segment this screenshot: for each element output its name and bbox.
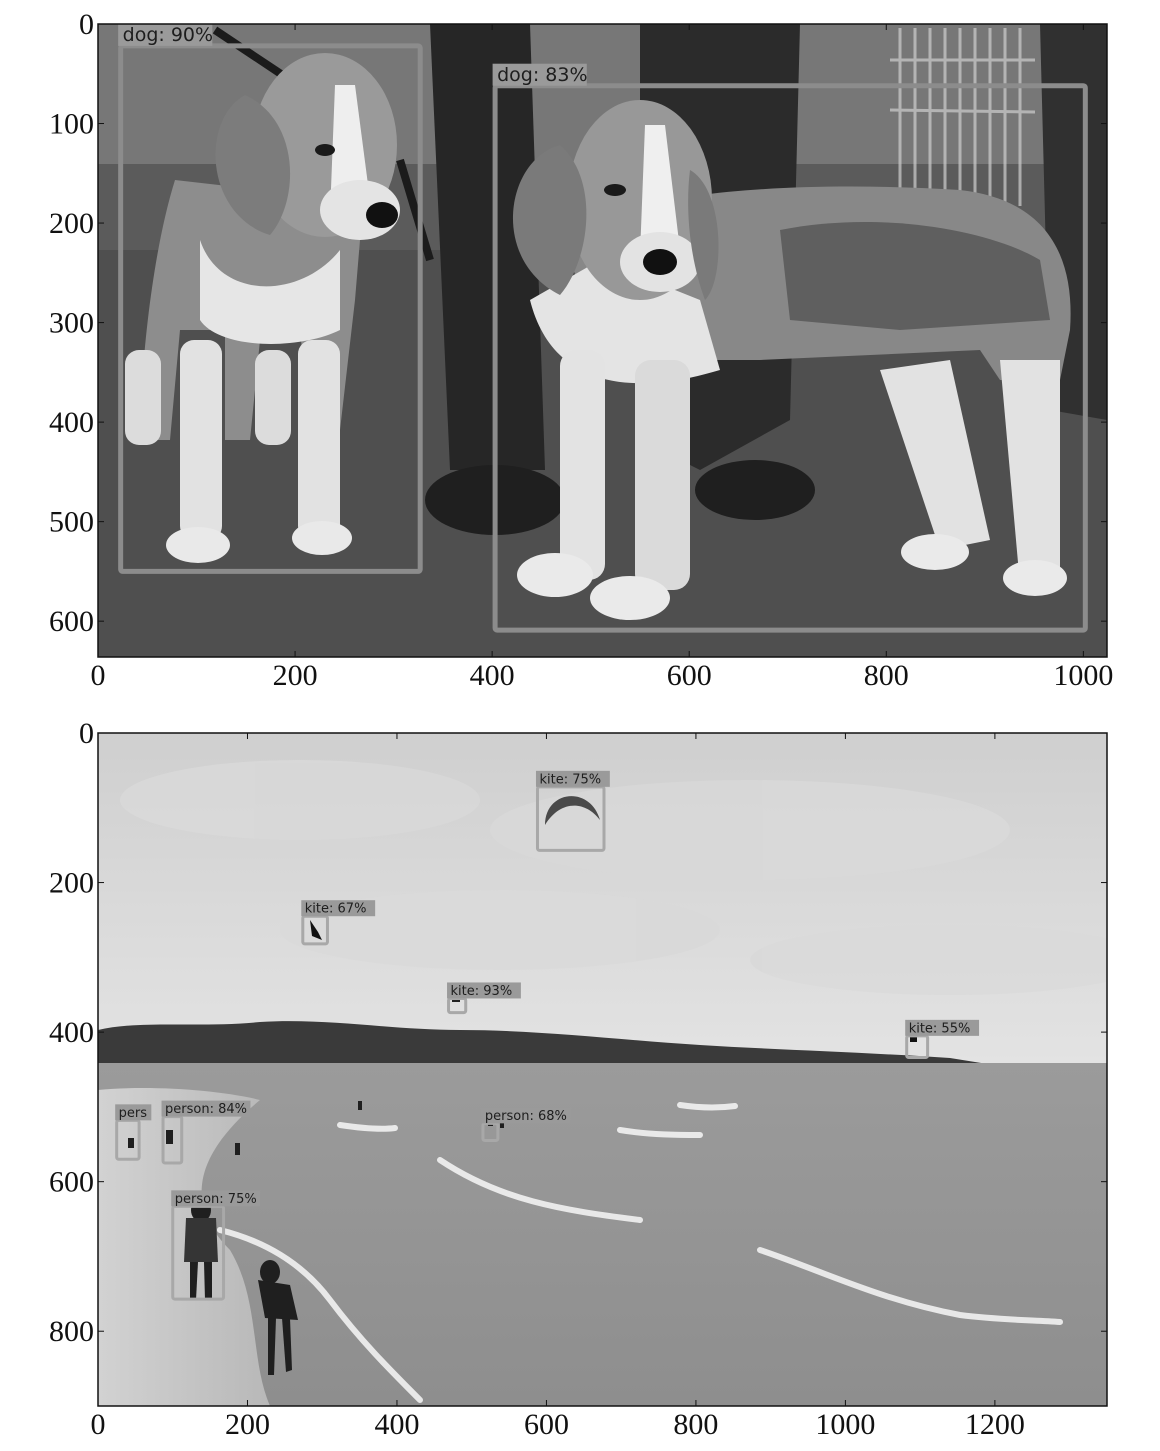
- detection-label: person: 68%: [485, 1109, 567, 1124]
- detection-label-bg: [905, 1019, 980, 1036]
- waves: [217, 1102, 1063, 1403]
- shoe-right: [695, 460, 815, 520]
- x-tick-label: 600: [667, 659, 712, 692]
- person-figures: [128, 1101, 504, 1375]
- y-tick-label: 400: [49, 406, 94, 439]
- beach-detections: kite: 75% kite: 67% kite: 93% kite: 55% pers…: [115, 770, 980, 1301]
- x-tick-label: 0: [91, 659, 106, 692]
- beagle-right: [512, 100, 1071, 620]
- wire-fence: [889, 28, 1036, 206]
- detection-label-bg: [447, 982, 521, 999]
- y-tick-label: 0: [79, 717, 94, 750]
- person-legs: [430, 24, 545, 470]
- y-tick-label: 500: [49, 506, 94, 539]
- detection-label: person: 75%: [175, 1192, 257, 1207]
- detection-label: dog: 90%: [123, 24, 213, 46]
- detection-label: person: 84%: [165, 1102, 247, 1117]
- detection-label: pers: [119, 1106, 148, 1121]
- detection-box-dog: [118, 43, 423, 574]
- axes-frame-dogs: [97, 23, 1108, 658]
- detection-label: dog: 83%: [497, 64, 587, 86]
- y-tick-label: 400: [49, 1016, 94, 1049]
- x-tick-label: 0: [91, 1408, 106, 1441]
- detection-label-bg: [115, 1104, 152, 1121]
- y-tick-label: 800: [49, 1315, 94, 1348]
- y-tick-label: 200: [49, 867, 94, 900]
- sea: [98, 1063, 1107, 1406]
- y-tick-label: 100: [49, 108, 94, 141]
- x-tick-label: 400: [374, 1408, 419, 1441]
- detection-label: kite: 75%: [539, 772, 601, 787]
- beagle-left: [125, 53, 400, 563]
- x-tick-label: 200: [225, 1408, 270, 1441]
- beach-photo-panel: [98, 733, 1107, 1406]
- dog-photo-panel: [98, 24, 1107, 657]
- axes-frame-beach: [97, 732, 1108, 1407]
- y-tick-label: 600: [49, 1166, 94, 1199]
- detection-label: kite: 93%: [451, 984, 513, 999]
- y-tick-label: 200: [49, 207, 94, 240]
- x-tick-label: 200: [273, 659, 318, 692]
- beach-sand: [98, 1088, 270, 1406]
- detection-label-bg: [492, 63, 587, 86]
- detection-label-bg: [118, 23, 213, 46]
- axis-ticks-dogs: 0 200 400 600 800 1000 0 100 200 300 400 500 600: [49, 8, 1113, 692]
- detection-label-bg: [161, 1100, 251, 1117]
- x-tick-label: 600: [524, 1408, 569, 1441]
- detection-label: kite: 67%: [305, 902, 367, 917]
- detection-box-dog: [492, 83, 1088, 633]
- detection-label: kite: 55%: [909, 1021, 971, 1036]
- dog-detections: dog: 90% dog: 83%: [118, 23, 1088, 633]
- detection-label-bg: [535, 770, 610, 787]
- y-tick-label: 300: [49, 307, 94, 340]
- detection-label-bg: [481, 1107, 571, 1124]
- x-tick-label: 1000: [815, 1408, 875, 1441]
- x-tick-label: 1200: [965, 1408, 1025, 1441]
- x-tick-label: 400: [470, 659, 515, 692]
- x-tick-label: 800: [864, 659, 909, 692]
- leash: [212, 26, 434, 262]
- clouds: [120, 760, 1107, 995]
- detection-label-bg: [301, 900, 376, 917]
- detection-label-bg: [171, 1190, 261, 1207]
- x-tick-label: 1000: [1053, 659, 1113, 692]
- y-tick-label: 0: [79, 8, 94, 41]
- x-tick-label: 800: [673, 1408, 718, 1441]
- axis-ticks-beach: 0 200 400 600 800 1000 1200 0 200 400 600 800: [49, 717, 1107, 1441]
- y-tick-label: 600: [49, 605, 94, 638]
